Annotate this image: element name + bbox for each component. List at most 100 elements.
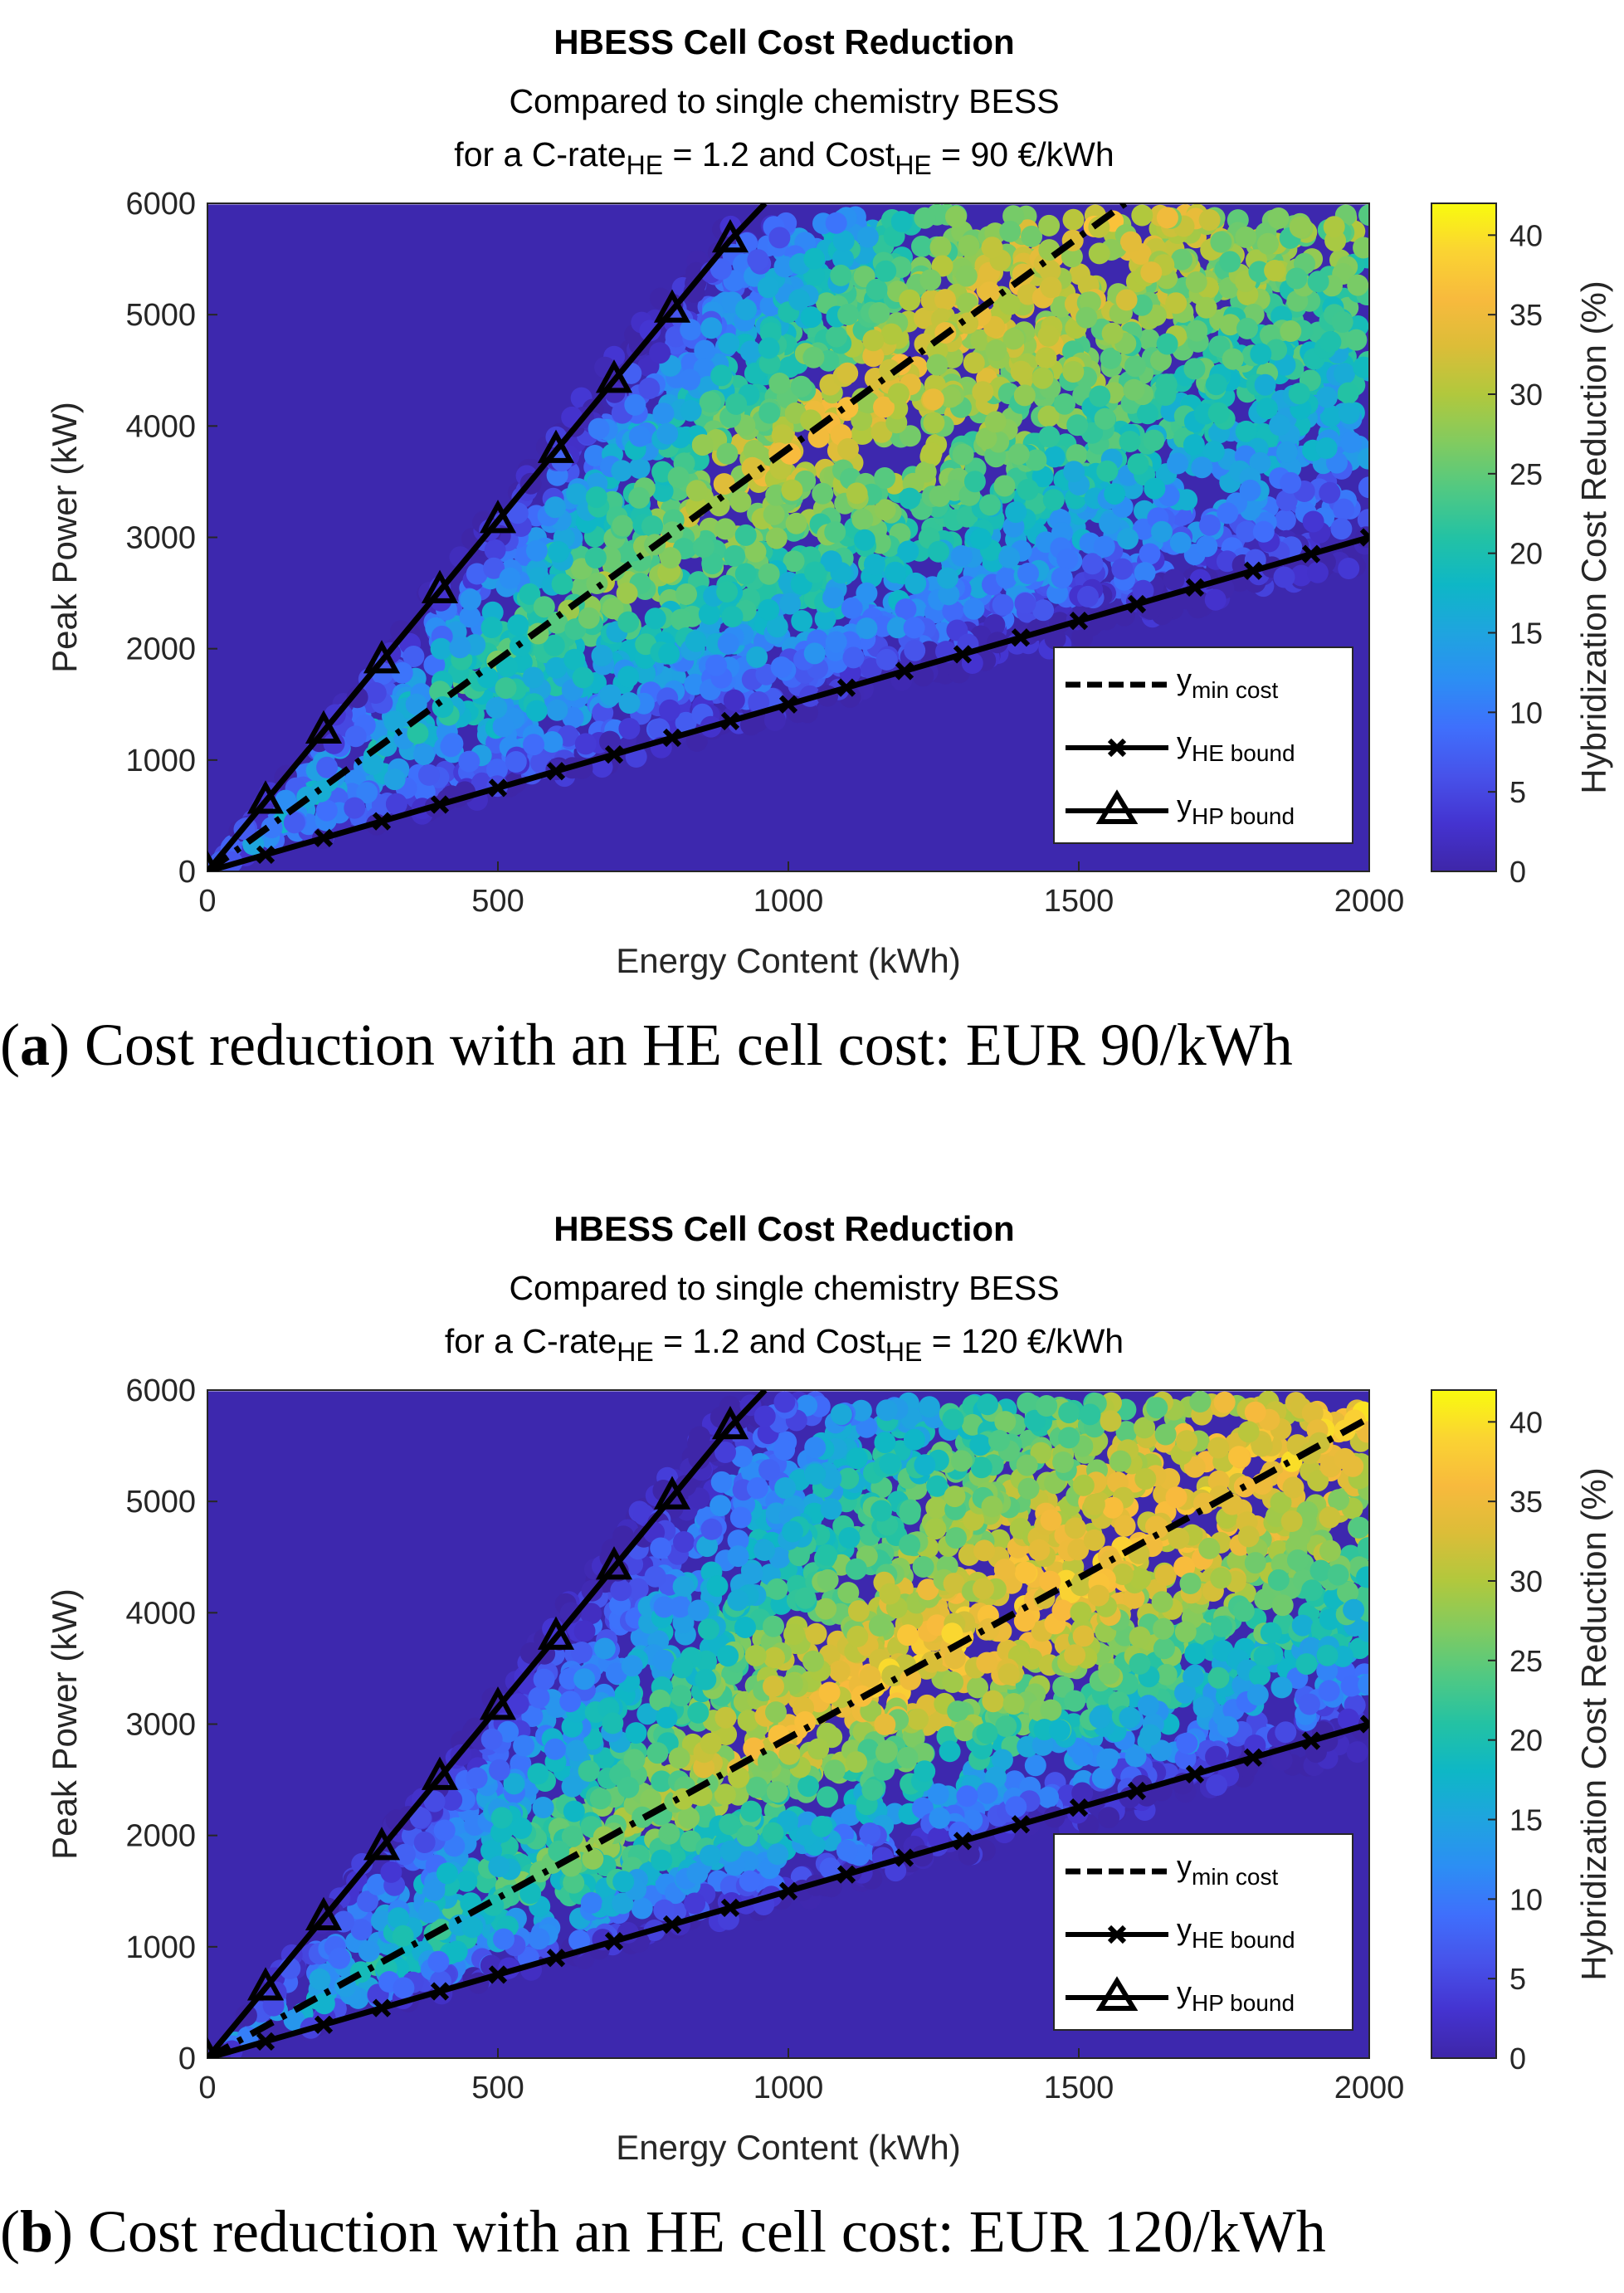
scatter-point <box>837 1467 860 1490</box>
scatter-point <box>723 689 745 711</box>
scatter-point <box>1319 330 1342 353</box>
scatter-point <box>981 237 1003 259</box>
scatter-point <box>523 734 544 756</box>
scatter-point <box>838 1527 861 1549</box>
scatter-point <box>492 715 515 738</box>
scatter-point <box>1183 434 1205 456</box>
scatter-point <box>700 317 723 339</box>
scatter-point <box>922 388 944 411</box>
scatter-point <box>1331 311 1353 333</box>
scatter-point <box>1140 261 1163 284</box>
scatter-point <box>1207 402 1230 424</box>
scatter-point <box>480 617 503 638</box>
subtitle-subscript: HE <box>617 1337 653 1367</box>
scatter-point <box>920 442 943 464</box>
scatter-point <box>456 1870 478 1892</box>
scatter-point <box>791 610 813 632</box>
scatter-point <box>978 281 1001 304</box>
scatter-point <box>1186 320 1208 342</box>
scatter-point <box>963 471 986 493</box>
scatter-point <box>1176 489 1198 511</box>
scatter-point <box>758 402 781 424</box>
scatter-point <box>1198 209 1221 231</box>
scatter-point <box>984 1766 1007 1788</box>
hp-bound-marker <box>363 640 401 674</box>
scatter-point <box>887 383 910 405</box>
he-bound-marker <box>1069 612 1089 631</box>
scatter-point <box>1066 414 1089 437</box>
scatter-point <box>563 1800 585 1822</box>
scatter-point <box>825 212 847 234</box>
scatter-point <box>1205 373 1227 396</box>
scatter-point <box>783 1623 805 1646</box>
scatter-point <box>1101 322 1124 344</box>
scatter-point <box>942 600 964 622</box>
scatter-point <box>1005 501 1027 524</box>
legend-label-subscript: HE bound <box>1192 740 1295 766</box>
scatter-point <box>899 487 921 510</box>
scatter-point <box>729 490 752 513</box>
scatter-point <box>963 598 985 620</box>
scatter-point <box>802 346 825 368</box>
scatter-point <box>574 733 597 755</box>
scatter-point <box>1150 349 1172 372</box>
scatter-point <box>624 393 646 416</box>
scatter-point <box>383 710 406 733</box>
scatter-point <box>1093 535 1115 558</box>
scatter-point <box>734 524 757 546</box>
scatter-point <box>866 278 888 300</box>
scatter-point <box>735 299 757 321</box>
legend-label-main: y <box>1177 788 1192 822</box>
scatter-point <box>992 593 1014 616</box>
scatter-point <box>1137 1695 1159 1717</box>
scatter-point <box>1250 343 1272 365</box>
scatter-point <box>710 364 733 387</box>
y-tick-label: 5000 <box>125 298 196 333</box>
scatter-point <box>914 207 936 229</box>
scatter-point <box>680 399 702 422</box>
chart-subtitle: Compared to single chemistry BESS <box>509 82 1059 120</box>
scatter-point <box>1123 378 1145 401</box>
scatter-point <box>648 718 671 740</box>
scatter-point <box>788 289 811 311</box>
he-bound-marker <box>1243 561 1263 580</box>
scatter-point <box>525 539 548 562</box>
scatter-point <box>656 422 679 445</box>
scatter-point <box>1330 518 1353 540</box>
scatter-point <box>638 378 661 399</box>
figure-b: HBESS Cell Cost Reduction Compared to sin… <box>0 1187 1624 2293</box>
scatter-point <box>1280 320 1302 342</box>
scatter-point <box>1353 237 1369 259</box>
subtitle-prefix: for a C-rate <box>454 135 626 173</box>
he-bound-marker <box>778 695 798 714</box>
scatter-point <box>879 359 900 381</box>
scatter-point <box>413 781 436 803</box>
scatter-point <box>925 1496 948 1519</box>
scatter-point <box>763 709 786 731</box>
scatter-point <box>919 269 942 291</box>
series-line-min-cost <box>207 203 1128 871</box>
scatter-point <box>741 1563 763 1585</box>
scatter-point <box>583 445 606 466</box>
scatter-point <box>1333 498 1355 520</box>
hp-bound-marker <box>207 850 219 871</box>
scatter-point <box>495 677 517 700</box>
scatter-point <box>1337 382 1359 404</box>
scatter-point <box>580 1603 602 1625</box>
scatter-point <box>1056 549 1079 570</box>
scatter-point <box>853 529 875 551</box>
scatter-point <box>988 1529 1011 1551</box>
colorbar-tick-label: 30 <box>1509 378 1543 412</box>
scatter-point <box>905 572 927 594</box>
scatter-point <box>1353 356 1369 378</box>
legend-marker-x <box>1107 738 1127 758</box>
scatter-point <box>744 540 767 563</box>
scatter-point <box>1167 452 1188 475</box>
scatter-point <box>724 544 746 567</box>
scatter-point <box>1270 1676 1293 1699</box>
scatter-point <box>698 603 720 625</box>
scatter-point <box>1257 232 1279 255</box>
scatter-point <box>1037 324 1060 347</box>
scatter-point <box>679 368 701 391</box>
